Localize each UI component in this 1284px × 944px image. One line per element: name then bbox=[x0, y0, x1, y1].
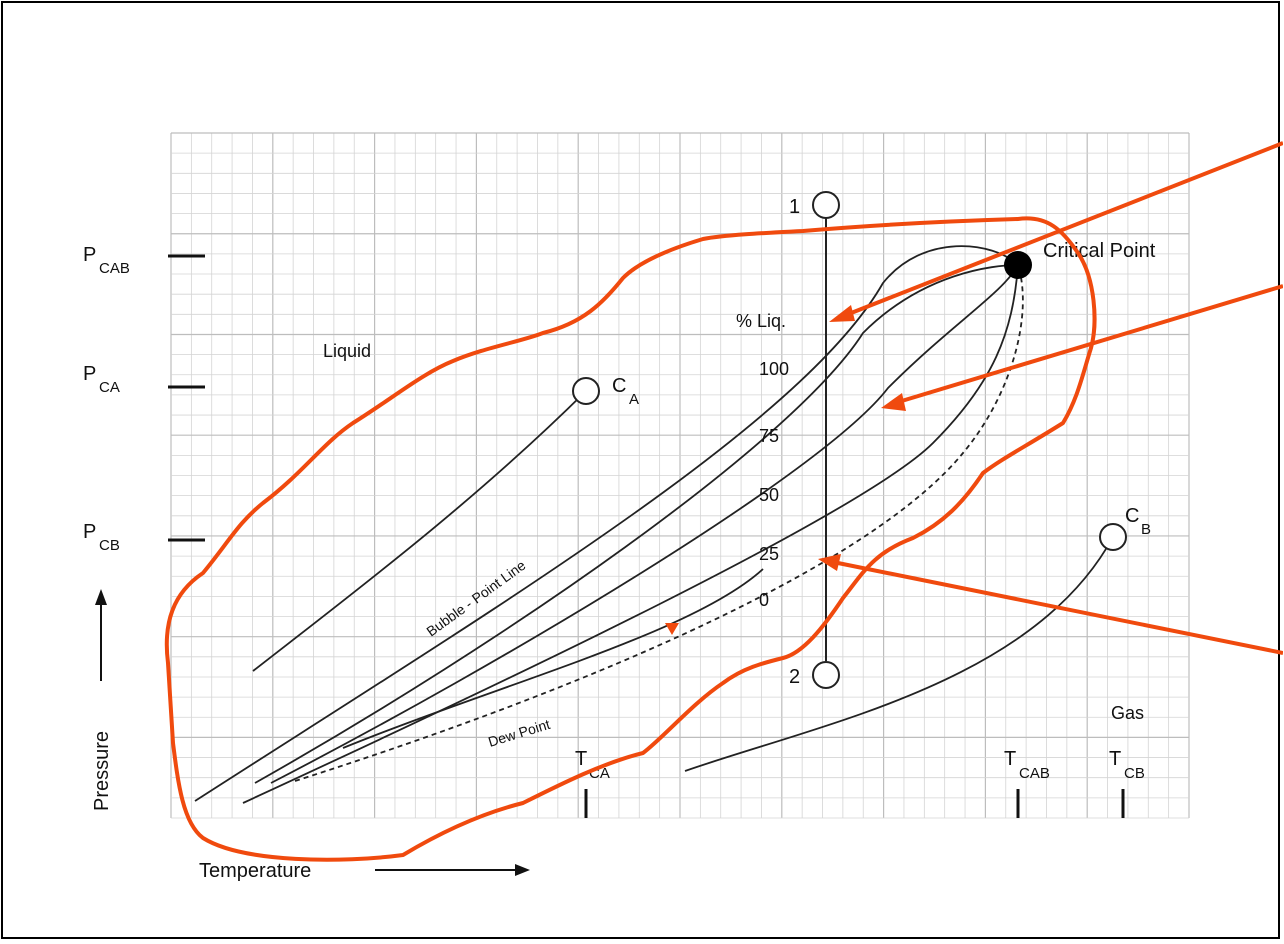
pct-50: 50 bbox=[759, 485, 779, 505]
dew-point-curve bbox=[294, 264, 1024, 782]
bubble-point-curve bbox=[194, 245, 1019, 802]
svg-text:CAB: CAB bbox=[1019, 765, 1050, 782]
svg-text:A: A bbox=[629, 391, 639, 408]
arrow-up-icon bbox=[95, 589, 107, 605]
y-tick-pcab: P CAB bbox=[83, 244, 205, 277]
svg-text:T: T bbox=[1004, 748, 1016, 770]
y-axis-label: Pressure bbox=[91, 589, 113, 811]
quality-curve-low bbox=[342, 568, 764, 749]
svg-text:C: C bbox=[612, 375, 626, 397]
svg-text:T: T bbox=[575, 748, 587, 770]
pct-75: 75 bbox=[759, 426, 779, 446]
annotation-arrow-top bbox=[829, 141, 1283, 322]
critical-point-marker bbox=[1004, 251, 1032, 279]
svg-text:P: P bbox=[83, 244, 96, 266]
annotation-arrow-bottom bbox=[818, 554, 1283, 655]
svg-text:CA: CA bbox=[99, 379, 120, 396]
svg-text:P: P bbox=[83, 521, 96, 543]
svg-text:1: 1 bbox=[789, 196, 800, 218]
svg-text:Pressure: Pressure bbox=[91, 731, 113, 811]
svg-text:CB: CB bbox=[99, 537, 120, 554]
critical-point-label: Critical Point bbox=[1043, 240, 1156, 262]
y-tick-pcb: P CB bbox=[83, 521, 205, 554]
x-axis-label: Temperature bbox=[199, 860, 530, 882]
quality-curve-75 bbox=[254, 264, 1019, 784]
x-tick-tcab: T CAB bbox=[1004, 748, 1050, 818]
point-cb bbox=[1099, 523, 1127, 551]
svg-text:T: T bbox=[1109, 748, 1121, 770]
svg-text:2: 2 bbox=[789, 666, 800, 688]
point-1 bbox=[812, 191, 840, 219]
svg-text:P: P bbox=[83, 363, 96, 385]
region-liquid: Liquid bbox=[323, 341, 371, 361]
phase-diagram: P CAB P CA P CB T CA T CAB T CB Temperat… bbox=[83, 132, 1283, 882]
ca-vapor-curve bbox=[252, 390, 587, 672]
svg-text:CAB: CAB bbox=[99, 260, 130, 277]
y-tick-pca: P CA bbox=[83, 363, 205, 396]
x-tick-tcb: T CB bbox=[1109, 748, 1145, 818]
annotation-envelope-outline bbox=[164, 216, 1097, 862]
x-tick-tca: T CA bbox=[575, 748, 610, 818]
svg-text:Temperature: Temperature bbox=[199, 860, 311, 882]
point-2 bbox=[812, 661, 840, 689]
annotation-marker-triangle bbox=[665, 623, 679, 635]
quality-curve-50 bbox=[270, 264, 1019, 784]
region-gas: Gas bbox=[1111, 703, 1144, 723]
svg-text:C: C bbox=[1125, 505, 1139, 527]
annotation-arrow-middle bbox=[881, 284, 1283, 411]
dew-point-label: Dew Point bbox=[486, 716, 552, 750]
arrow-right-icon bbox=[515, 864, 530, 876]
pct-0: 0 bbox=[759, 590, 769, 610]
pct-100: 100 bbox=[759, 359, 789, 379]
grid bbox=[170, 132, 1190, 819]
pct-25: 25 bbox=[759, 544, 779, 564]
point-ca bbox=[572, 377, 600, 405]
pct-liq-header: % Liq. bbox=[736, 311, 786, 331]
svg-text:CB: CB bbox=[1124, 765, 1145, 782]
cb-vapor-curve bbox=[684, 536, 1114, 772]
svg-text:B: B bbox=[1141, 521, 1151, 538]
